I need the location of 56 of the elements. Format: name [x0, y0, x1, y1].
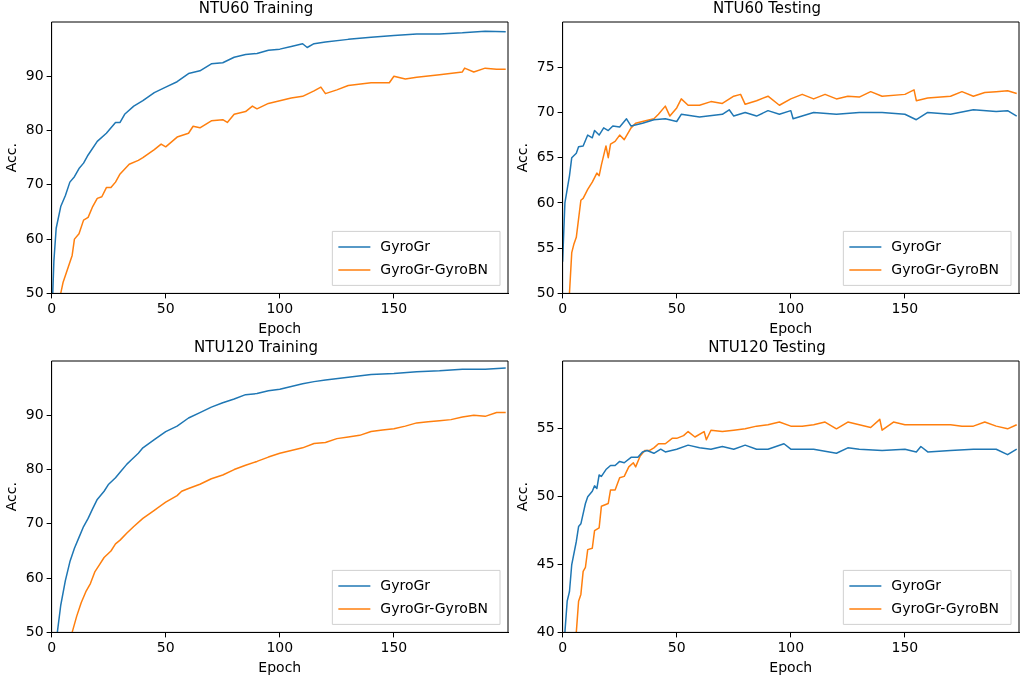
y-tick-label: 60 [25, 568, 44, 585]
x-tick-label: 50 [156, 300, 175, 317]
y-tick-label: 70 [536, 103, 555, 120]
y-tick-label: 80 [25, 460, 44, 477]
legend-label: GyroGr [380, 237, 431, 254]
y-tick-label: 90 [25, 66, 44, 83]
legend-label: GyroGr [891, 237, 942, 254]
y-tick-label: 50 [536, 284, 555, 301]
y-tick-label: 55 [536, 419, 555, 436]
chart-title: NTU120 Training [194, 337, 318, 356]
y-tick-label: 70 [25, 175, 44, 192]
y-axis-title: Acc. [514, 482, 531, 512]
x-tick-label: 0 [47, 639, 57, 656]
y-tick-label: 40 [536, 623, 555, 640]
y-axis-title: Acc. [514, 143, 531, 173]
y-tick-label: 50 [25, 623, 44, 640]
x-tick-label: 100 [777, 639, 805, 656]
legend-label: GyroGr-GyroBN [380, 599, 489, 616]
y-tick-label: 60 [25, 229, 44, 246]
x-tick-label: 100 [266, 300, 294, 317]
y-tick-label: 65 [536, 148, 555, 165]
legend-label: GyroGr-GyroBN [891, 599, 1000, 616]
x-axis-title: Epoch [769, 659, 813, 676]
y-tick-label: 80 [25, 121, 44, 138]
x-tick-label: 0 [47, 300, 57, 317]
x-tick-label: 100 [777, 300, 805, 317]
x-tick-label: 0 [558, 639, 568, 656]
x-tick-label: 50 [667, 300, 686, 317]
y-tick-label: 60 [536, 193, 555, 210]
legend-label: GyroGr [380, 576, 431, 593]
y-tick-label: 50 [536, 487, 555, 504]
y-tick-label: 70 [25, 514, 44, 531]
x-tick-label: 0 [558, 300, 568, 317]
chart-title: NTU60 Testing [713, 0, 821, 17]
y-tick-label: 90 [25, 405, 44, 422]
y-tick-label: 50 [25, 284, 44, 301]
legend-label: GyroGr [891, 576, 942, 593]
x-tick-label: 150 [891, 300, 919, 317]
y-axis-title: Acc. [3, 143, 20, 173]
chart-title: NTU120 Testing [708, 337, 826, 356]
x-tick-label: 50 [156, 639, 175, 656]
x-tick-label: 100 [266, 639, 294, 656]
x-axis-title: Epoch [258, 320, 302, 337]
x-tick-label: 150 [380, 639, 408, 656]
y-tick-label: 45 [536, 555, 555, 572]
chart-title: NTU60 Training [198, 0, 314, 17]
y-axis-title: Acc. [3, 482, 20, 512]
y-tick-label: 75 [536, 57, 555, 74]
x-tick-label: 150 [891, 639, 919, 656]
y-tick-label: 55 [536, 238, 555, 255]
legend-label: GyroGr-GyroBN [891, 260, 1000, 277]
legend-label: GyroGr-GyroBN [380, 260, 489, 277]
x-axis-title: Epoch [258, 659, 302, 676]
x-tick-label: 150 [380, 300, 408, 317]
x-axis-title: Epoch [769, 320, 813, 337]
x-tick-label: 50 [667, 639, 686, 656]
